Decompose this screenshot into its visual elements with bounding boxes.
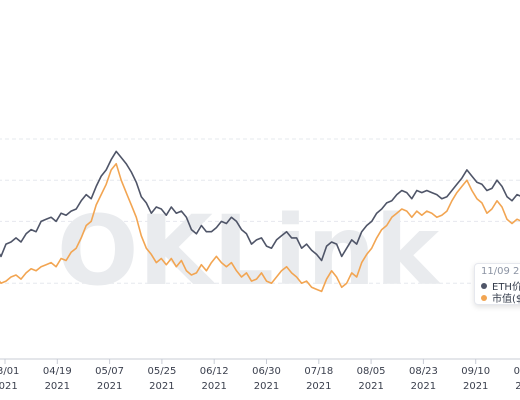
x-tick-year: 2021 xyxy=(515,381,520,392)
x-tick-date: 06/30 xyxy=(252,366,281,377)
x-tick-year: 2021 xyxy=(149,381,174,392)
x-tick-date: 07/18 xyxy=(304,366,333,377)
eth-price-dot-icon xyxy=(481,282,487,289)
x-tick-year: 2021 xyxy=(97,381,122,392)
x-tick-date: 08/05 xyxy=(357,366,386,377)
tooltip-row-eth-price: ETH价格 xyxy=(481,278,520,293)
x-tick-year: 2021 xyxy=(45,381,70,392)
x-tick-year: 2021 xyxy=(201,381,226,392)
x-tick-date: 05/07 xyxy=(95,366,124,377)
x-tick-year: 2021 xyxy=(254,381,279,392)
x-axis-tick-labels: 03/01 2021 04/19 2021 05/07 2021 05/25 2021 06/1… xyxy=(0,359,520,392)
x-tick-date: 06/12 xyxy=(200,366,229,377)
x-tick-year: 2021 xyxy=(463,381,488,392)
market-cap-line xyxy=(0,162,520,293)
market-cap-dot-icon xyxy=(481,294,487,301)
series-lines xyxy=(0,150,520,293)
eth-price-line xyxy=(0,150,520,262)
chart-tooltip: 11/09 20 ETH价格 市值($) xyxy=(474,263,520,305)
x-tick-date: 03/01 xyxy=(0,366,19,377)
tooltip-row-market-cap: 市值($) xyxy=(481,290,520,305)
watermark-logo: OKLink xyxy=(57,195,441,307)
x-tick-year: 2021 xyxy=(306,381,331,392)
x-tick-year: 2021 xyxy=(411,381,436,392)
chart-grid xyxy=(0,138,520,284)
tooltip-date: 11/09 20 xyxy=(481,266,520,277)
x-tick-date: 08/23 xyxy=(409,366,438,377)
x-tick-year: 2021 xyxy=(0,381,18,392)
x-tick-date: 09/28 xyxy=(514,366,520,377)
tooltip-market-cap-label: 市值($) xyxy=(492,294,520,305)
tooltip-eth-price-label: ETH价格 xyxy=(492,282,520,293)
x-tick-date: 04/19 xyxy=(43,366,72,377)
x-tick-date: 05/25 xyxy=(147,366,176,377)
x-tick-date: 09/10 xyxy=(461,366,490,377)
x-tick-year: 2021 xyxy=(358,381,383,392)
